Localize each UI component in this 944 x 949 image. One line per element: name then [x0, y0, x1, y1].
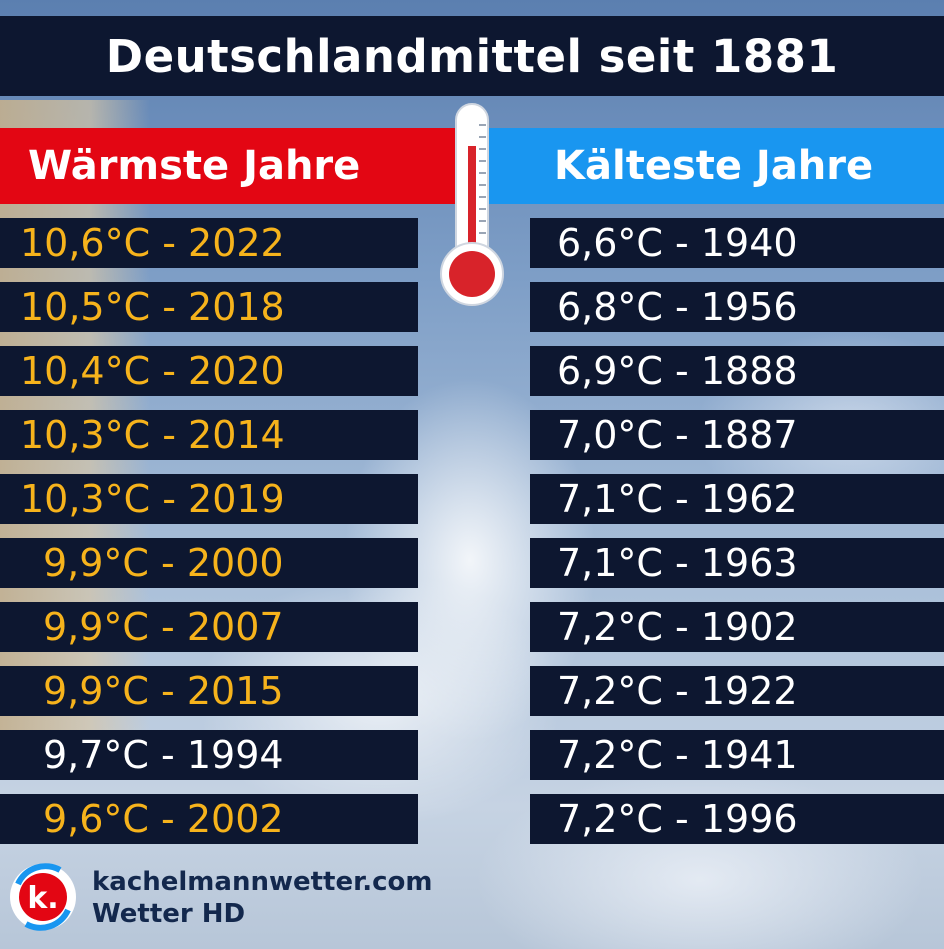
warmest-row: 9,9°C - 2007 — [0, 602, 418, 652]
coldest-row: 7,2°C - 1902 — [530, 602, 944, 652]
page-title: Deutschlandmittel seit 1881 — [0, 16, 944, 96]
warmest-row: 9,9°C - 2015 — [0, 666, 418, 716]
branding: kachelmannwetter.com Wetter HD — [92, 866, 432, 930]
coldest-row: 7,0°C - 1887 — [530, 410, 944, 460]
coldest-row: 7,1°C - 1963 — [530, 538, 944, 588]
coldest-row: 7,2°C - 1922 — [530, 666, 944, 716]
warmest-row: 9,6°C - 2002 — [0, 794, 418, 844]
logo-letter: k. — [27, 881, 58, 916]
warmest-years-header: Wärmste Jahre — [0, 128, 455, 204]
coldest-row: 6,6°C - 1940 — [530, 218, 944, 268]
brand-product: Wetter HD — [92, 899, 246, 929]
coldest-years-header: Kälteste Jahre — [488, 128, 944, 204]
brand-site: kachelmannwetter.com — [92, 867, 433, 897]
kachelmann-logo-icon: k. — [10, 863, 76, 931]
warmest-row: 10,3°C - 2014 — [0, 410, 418, 460]
coldest-row: 7,2°C - 1996 — [530, 794, 944, 844]
thermometer-icon — [440, 103, 504, 306]
warmest-row: 9,7°C - 1994 — [0, 730, 418, 780]
warmest-row: 10,5°C - 2018 — [0, 282, 418, 332]
coldest-row: 6,8°C - 1956 — [530, 282, 944, 332]
warmest-row: 10,4°C - 2020 — [0, 346, 418, 396]
coldest-row: 6,9°C - 1888 — [530, 346, 944, 396]
warmest-row: 9,9°C - 2000 — [0, 538, 418, 588]
coldest-row: 7,1°C - 1962 — [530, 474, 944, 524]
coldest-row: 7,2°C - 1941 — [530, 730, 944, 780]
warmest-row: 10,6°C - 2022 — [0, 218, 418, 268]
warmest-row: 10,3°C - 2019 — [0, 474, 418, 524]
